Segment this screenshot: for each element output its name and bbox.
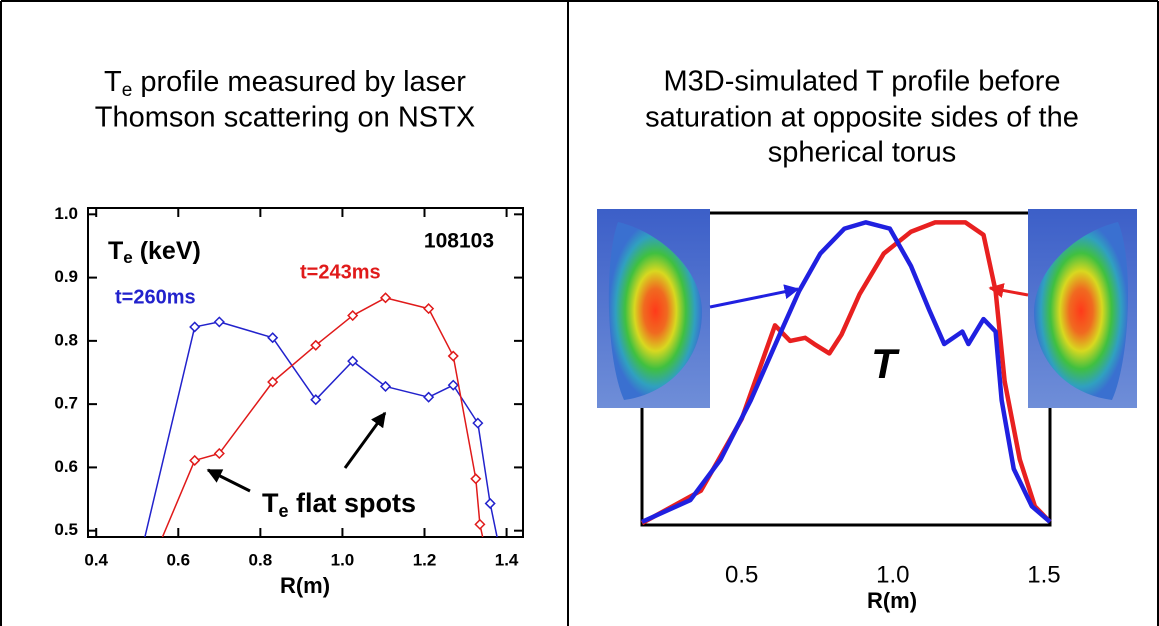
arrow: [206, 468, 251, 493]
x-axis-label: R(m): [280, 573, 330, 598]
chart-title: saturation at opposite sides of the: [645, 102, 1079, 134]
y-tick-label: 0.9: [54, 267, 78, 286]
x-tick-label: 0.5: [725, 561, 758, 588]
series-label: t=260ms: [115, 286, 196, 308]
plot-frame: [87, 207, 524, 538]
title-subscript: e: [122, 80, 133, 101]
marker: [189, 454, 201, 467]
marker: [310, 394, 322, 406]
marker: [310, 339, 322, 351]
marker: [267, 332, 279, 344]
y-tick-label: 0.7: [54, 394, 78, 413]
x-tick-label: 0.4: [84, 550, 108, 569]
marker: [447, 350, 459, 362]
y-tick-label: 0.8: [54, 330, 78, 349]
x-axis-label: R(m): [867, 588, 917, 613]
series-line: [640, 220, 1052, 526]
chart-title: spherical torus: [768, 137, 957, 169]
torus-image-left: [597, 209, 710, 408]
label-subscript: e: [279, 501, 289, 521]
y-tick-label: 1.0: [54, 204, 78, 223]
y-tick-label: 0.5: [54, 520, 78, 539]
marker: [213, 447, 225, 460]
y-tick-label: 0.6: [54, 457, 78, 476]
chart-title: Thomson scattering on NSTX: [95, 102, 475, 134]
marker: [213, 316, 225, 328]
arrow: [343, 411, 387, 469]
label-subscript: e: [123, 248, 132, 267]
title-part: profile measured by laser: [132, 66, 466, 98]
x-tick-label: 1.0: [331, 550, 355, 569]
marker: [379, 292, 392, 304]
x-tick-label: 1.5: [1027, 561, 1060, 588]
label-part: flat spots: [289, 488, 417, 518]
x-tick-label: 1.4: [495, 550, 519, 569]
flat-spots-label: Te flat spots: [262, 488, 416, 521]
marker: [379, 380, 392, 392]
chart-title: M3D-simulated T profile before: [663, 66, 1060, 98]
arrow: [709, 284, 800, 309]
series-line: [641, 220, 1052, 524]
marker: [423, 303, 435, 315]
x-tick-label: 1.2: [413, 550, 437, 569]
marker: [484, 497, 496, 510]
torus-image-right: [1028, 209, 1137, 408]
marker: [470, 473, 482, 485]
x-tick-label: 1.0: [876, 561, 909, 588]
x-tick-label: 0.8: [249, 550, 273, 569]
chart-title: Te profile measured by laser: [104, 66, 466, 101]
curve-label: T: [871, 340, 900, 387]
marker: [267, 376, 279, 388]
marker: [447, 379, 459, 391]
marker: [472, 417, 484, 429]
x-tick-label: 0.6: [166, 550, 190, 569]
marker: [189, 321, 201, 333]
title-part: T: [104, 66, 122, 98]
label-part: T: [262, 488, 279, 518]
label-part: T: [108, 237, 123, 265]
label-part: (keV): [133, 237, 201, 265]
units-label: Te (keV): [108, 237, 201, 268]
shot-number: 108103: [424, 230, 494, 253]
marker: [347, 309, 359, 322]
marker: [347, 355, 359, 367]
marker: [474, 518, 486, 530]
series-label: t=243ms: [300, 261, 381, 283]
marker: [423, 391, 435, 403]
